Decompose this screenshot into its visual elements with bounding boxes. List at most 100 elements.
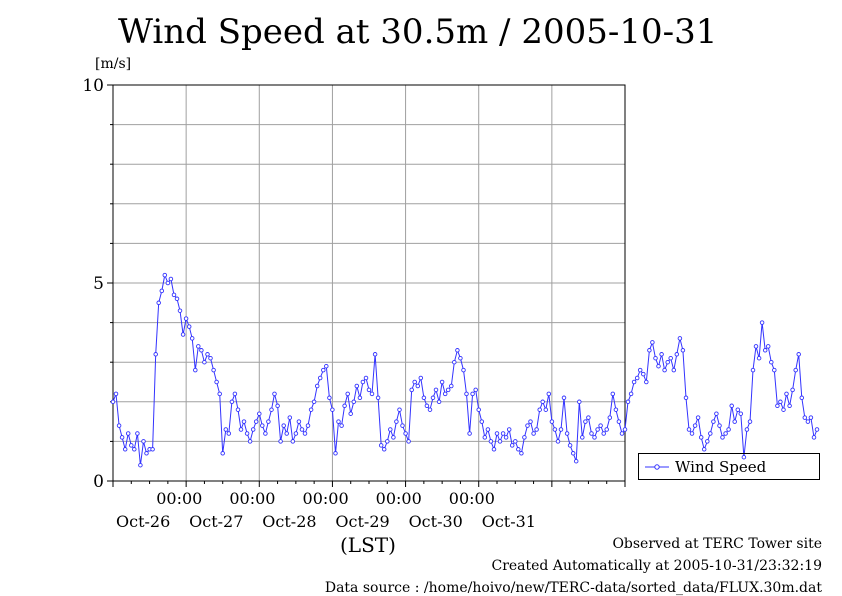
data-point [345, 391, 350, 397]
data-point [439, 379, 445, 385]
data-point [491, 447, 497, 452]
data-point [290, 439, 296, 444]
data-point [400, 423, 405, 428]
data-point [177, 308, 183, 313]
data-point [391, 435, 396, 440]
data-point [247, 439, 253, 444]
grid-lines [113, 85, 625, 481]
data-point [790, 387, 795, 393]
data-point [311, 399, 317, 405]
x-date-label: Oct-27 [189, 512, 243, 531]
data-point [263, 431, 268, 436]
data-point [397, 407, 402, 412]
data-point [586, 415, 591, 420]
data-point [421, 395, 427, 401]
data-point [714, 411, 719, 416]
data-point [604, 427, 609, 432]
data-point [412, 379, 417, 385]
legend-line-marker-icon [645, 463, 669, 470]
data-point [708, 431, 713, 436]
data-point [695, 415, 701, 420]
data-point [366, 387, 372, 393]
data-point [808, 415, 814, 420]
footer-observed: Observed at TERC Tower site [612, 536, 822, 552]
x-date-label: Oct-29 [335, 512, 389, 531]
data-point [138, 462, 143, 468]
data-point [409, 387, 414, 393]
data-point [220, 451, 225, 456]
data-point [558, 427, 564, 432]
data-point [214, 379, 219, 385]
data-point [729, 403, 734, 409]
data-point [342, 403, 347, 409]
data-point [735, 407, 741, 412]
data-point [381, 447, 387, 452]
data-point [385, 439, 390, 444]
data-point [196, 344, 201, 349]
y-tick-label: 5 [93, 274, 104, 294]
data-point [333, 451, 338, 456]
data-point [321, 367, 326, 373]
data-point [784, 391, 789, 397]
data-point [787, 403, 792, 409]
data-point [174, 296, 180, 302]
data-point [467, 431, 472, 436]
x-time-label: 00:00 [229, 489, 275, 508]
data-point [814, 427, 820, 432]
data-point [132, 447, 137, 452]
footer-source: Data source : /home/hoivo/new/TERC-data/… [324, 580, 822, 596]
data-point [705, 439, 710, 444]
data-point [628, 391, 634, 397]
data-point [616, 419, 622, 424]
data-point [717, 423, 722, 428]
x-time-label: 00:00 [156, 489, 202, 508]
data-point [522, 435, 527, 440]
data-point [314, 383, 320, 389]
data-point [375, 395, 381, 401]
legend-label-wind-speed: Wind Speed [675, 457, 767, 476]
data-point [625, 399, 631, 405]
data-point [211, 367, 216, 373]
data-point [129, 443, 134, 448]
data-point [476, 407, 481, 412]
x-date-label: Oct-26 [116, 512, 170, 531]
data-point [235, 407, 241, 412]
data-point [619, 431, 625, 436]
data-point [415, 383, 421, 389]
data-point [561, 395, 567, 401]
data-point [509, 443, 515, 448]
data-point [339, 423, 344, 428]
data-point [272, 391, 277, 397]
data-point [305, 423, 311, 428]
data-point [778, 399, 783, 405]
data-point [452, 359, 457, 365]
data-point [753, 344, 759, 349]
data-point [525, 423, 530, 428]
data-point [671, 367, 677, 373]
data-point [436, 399, 442, 405]
data-point [759, 320, 765, 325]
data-point [372, 352, 378, 357]
y-tick-label: 0 [93, 472, 104, 492]
data-point [455, 348, 460, 353]
data-point [506, 427, 512, 432]
data-point [208, 355, 213, 361]
data-point [183, 316, 189, 321]
data-point [119, 435, 125, 440]
data-point [555, 439, 561, 444]
data-point [308, 407, 314, 412]
data-point [202, 359, 207, 365]
data-point [744, 427, 750, 432]
data-point [720, 435, 725, 440]
x-time-label: 00:00 [376, 489, 422, 508]
data-point [805, 419, 811, 424]
data-point [257, 411, 262, 416]
data-point [570, 451, 576, 456]
data-point [598, 423, 603, 428]
data-point [668, 355, 673, 361]
data-point [369, 391, 375, 397]
data-point [528, 419, 533, 424]
data-point [647, 348, 652, 353]
data-point [622, 427, 628, 432]
